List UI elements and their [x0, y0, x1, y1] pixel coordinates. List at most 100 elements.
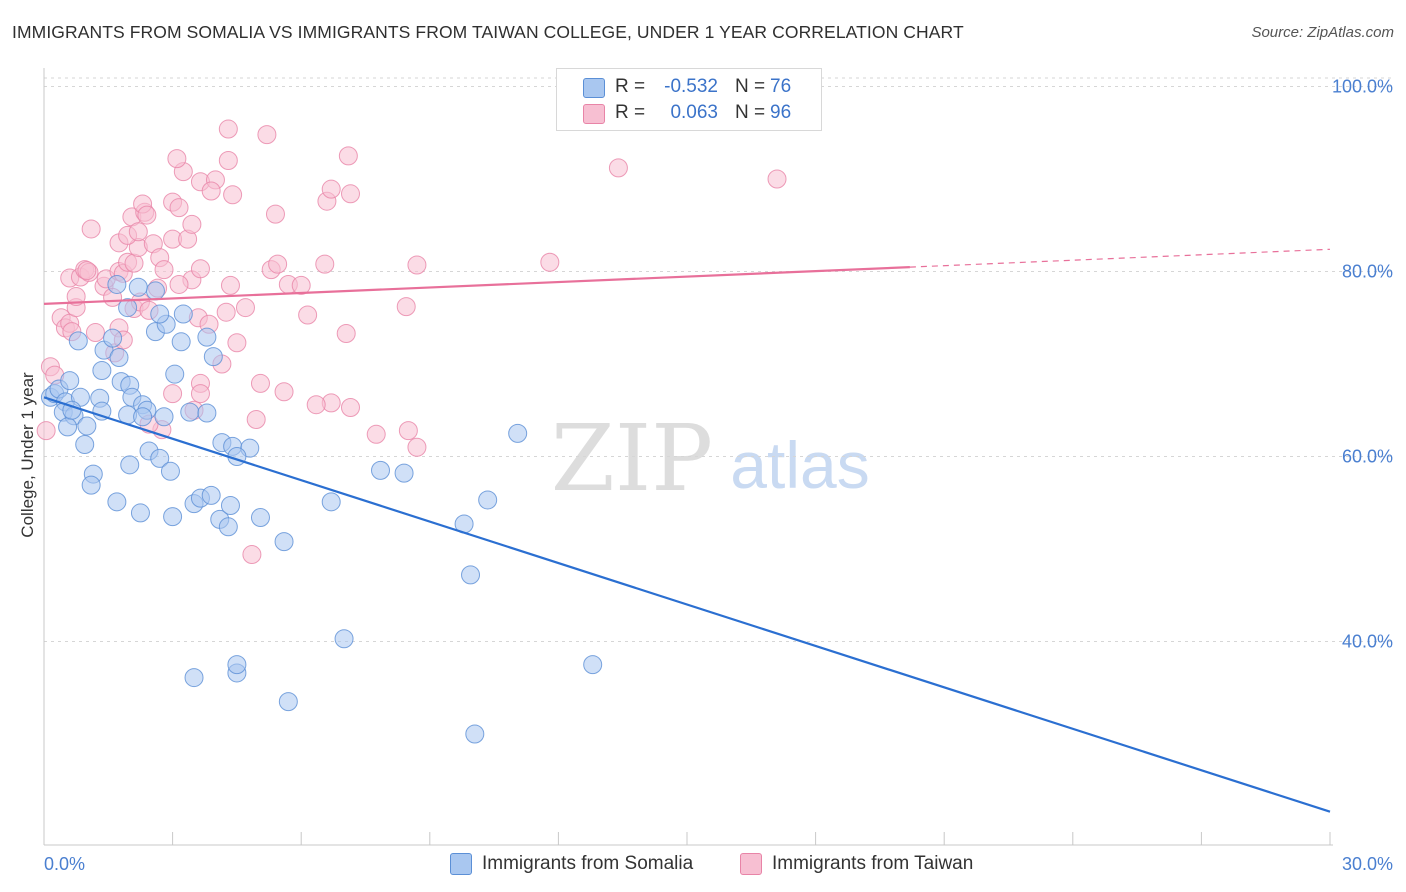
point-taiwan — [306, 395, 326, 415]
y-tick-label: 80.0% — [1342, 262, 1393, 282]
point-somalia — [461, 565, 481, 585]
point-somalia — [60, 371, 80, 391]
point-taiwan — [265, 204, 285, 224]
legend-r-label: R = — [615, 76, 646, 97]
point-taiwan — [182, 214, 202, 234]
point-taiwan — [81, 219, 101, 239]
point-somalia — [92, 401, 112, 421]
legend-r-value: 0.063 — [670, 102, 718, 123]
point-somalia — [133, 407, 153, 427]
y-axis-label: College, Under 1 year — [18, 372, 37, 538]
point-taiwan — [340, 184, 360, 204]
point-somalia — [394, 463, 414, 483]
point-somalia — [75, 434, 95, 454]
point-somalia — [201, 485, 221, 505]
point-somalia — [92, 360, 112, 380]
point-somalia — [128, 277, 148, 297]
point-somalia — [173, 304, 193, 324]
watermark: ZIP atlas — [551, 405, 870, 512]
point-taiwan — [407, 437, 427, 457]
point-taiwan — [201, 181, 221, 201]
point-taiwan — [218, 119, 238, 139]
point-taiwan — [85, 323, 105, 343]
trend-line-taiwan-extension — [909, 248, 1331, 268]
point-somalia — [278, 692, 298, 712]
chart-title: IMMIGRANTS FROM SOMALIA VS IMMIGRANTS FR… — [12, 22, 964, 42]
point-somalia — [371, 460, 391, 480]
legend-n-value: 96 — [770, 102, 792, 123]
point-taiwan — [321, 179, 341, 199]
trend-line-taiwan — [43, 266, 910, 305]
y-tick-labels: 40.0% 60.0% 80.0% 100.0% — [1332, 77, 1393, 652]
point-somalia — [163, 507, 183, 527]
point-somalia — [465, 724, 485, 744]
point-somalia — [145, 281, 165, 301]
point-taiwan — [291, 275, 311, 295]
legend-n-label: N = — [735, 76, 766, 97]
point-somalia — [107, 492, 127, 512]
point-somalia — [197, 327, 217, 347]
legend-swatch-somalia — [583, 78, 605, 98]
point-taiwan — [154, 260, 174, 280]
point-somalia — [583, 655, 603, 675]
point-taiwan — [66, 286, 86, 306]
point-taiwan — [336, 323, 356, 343]
point-taiwan — [315, 254, 335, 274]
point-somalia — [103, 328, 123, 348]
legend-n-label: N = — [735, 102, 766, 123]
point-somalia — [150, 304, 170, 324]
y-tick-label: 40.0% — [1342, 632, 1393, 652]
point-taiwan — [340, 397, 360, 417]
point-taiwan — [608, 158, 628, 178]
point-somalia — [321, 492, 341, 512]
point-taiwan — [398, 421, 418, 441]
x-tick-label-min: 0.0% — [44, 854, 85, 874]
y-tick-label: 100.0% — [1332, 77, 1393, 97]
point-taiwan — [274, 382, 294, 402]
point-taiwan — [190, 259, 210, 279]
legend-r-label: R = — [615, 102, 646, 123]
legend-swatch-taiwan — [740, 853, 762, 875]
point-somalia — [109, 348, 129, 368]
point-taiwan — [137, 205, 157, 225]
point-taiwan — [216, 302, 236, 322]
point-somalia — [171, 332, 191, 352]
point-taiwan — [366, 424, 386, 444]
point-somalia — [478, 490, 498, 510]
point-somalia — [165, 364, 185, 384]
point-somalia — [197, 403, 217, 423]
watermark-zip: ZIP — [551, 405, 713, 512]
point-taiwan — [407, 255, 427, 275]
legend-row-somalia: R = -0.532 N = 76 — [557, 75, 821, 101]
point-taiwan — [767, 169, 787, 189]
x-tick-label-max: 30.0% — [1342, 854, 1393, 874]
point-taiwan — [223, 185, 243, 205]
point-taiwan — [242, 545, 262, 565]
point-taiwan — [227, 333, 247, 353]
point-somalia — [227, 655, 247, 675]
legend-n-value: 76 — [770, 76, 792, 97]
stats-legend: R = -0.532 N = 76 R = 0.063 N = 96 — [556, 68, 822, 131]
point-somalia — [58, 417, 78, 437]
point-taiwan — [36, 421, 56, 441]
point-taiwan — [396, 297, 416, 317]
point-somalia — [118, 298, 138, 318]
point-taiwan — [218, 151, 238, 170]
point-somalia — [120, 455, 140, 475]
point-taiwan — [169, 198, 189, 218]
point-somalia — [220, 496, 240, 516]
legend-label-somalia: Immigrants from Somalia — [482, 853, 694, 874]
x-ticks — [43, 832, 1331, 845]
point-taiwan — [124, 253, 144, 273]
point-somalia — [81, 475, 101, 495]
y-tick-label: 60.0% — [1342, 447, 1393, 467]
point-somalia — [250, 508, 270, 528]
legend-swatch-taiwan — [583, 104, 605, 124]
source-label: Source: ZipAtlas.com — [1251, 24, 1394, 41]
point-taiwan — [190, 384, 210, 404]
point-taiwan — [220, 275, 240, 295]
point-somalia — [184, 668, 204, 688]
point-somalia — [160, 461, 180, 481]
axes — [43, 68, 1333, 846]
